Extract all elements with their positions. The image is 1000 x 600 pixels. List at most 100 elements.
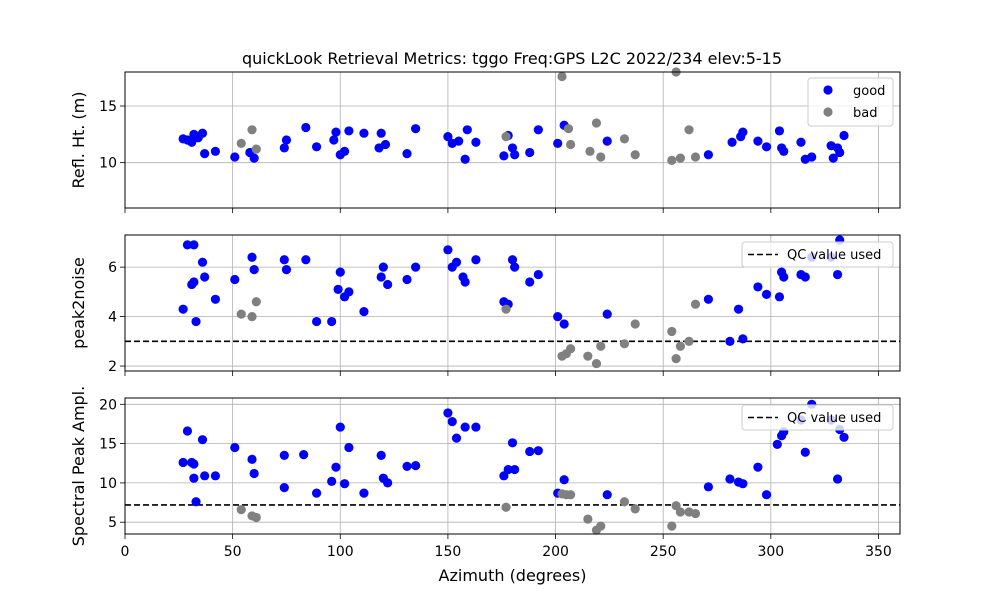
good-point bbox=[462, 125, 472, 135]
good-point bbox=[832, 269, 843, 280]
x-tick-label: 50 bbox=[224, 544, 242, 560]
good-point bbox=[210, 471, 221, 481]
bad-point bbox=[501, 132, 511, 142]
good-point bbox=[329, 135, 339, 145]
good-point bbox=[471, 137, 481, 147]
bad-point bbox=[630, 150, 640, 160]
panel-1: 10 15 Refl. Ht. (m) good bad bbox=[69, 67, 901, 213]
bad-point bbox=[667, 521, 677, 531]
good-point bbox=[402, 149, 412, 159]
good-point bbox=[800, 272, 810, 282]
good-point bbox=[279, 450, 289, 460]
good-point bbox=[376, 128, 386, 138]
bad-point bbox=[675, 153, 686, 163]
bad-point bbox=[619, 134, 630, 144]
good-point bbox=[443, 408, 453, 418]
bad-point bbox=[591, 118, 602, 128]
good-point bbox=[299, 450, 309, 460]
good-point bbox=[839, 432, 849, 442]
good-point bbox=[503, 464, 513, 475]
good-point bbox=[443, 132, 453, 142]
bad-point bbox=[675, 507, 686, 517]
bad-point bbox=[596, 152, 606, 162]
good-point bbox=[510, 262, 520, 272]
good-point bbox=[191, 497, 201, 507]
legend-qc-label: QC value used bbox=[787, 411, 881, 426]
bad-point bbox=[690, 152, 701, 162]
good-point bbox=[335, 422, 345, 432]
y-tick-label: 15 bbox=[99, 437, 117, 453]
good-point bbox=[281, 265, 292, 275]
good-point bbox=[189, 473, 199, 483]
y-tick-label: 4 bbox=[108, 310, 117, 326]
bad-point bbox=[566, 139, 576, 150]
bad-point bbox=[557, 71, 567, 82]
good-point bbox=[359, 307, 369, 317]
good-point bbox=[460, 154, 470, 164]
good-point bbox=[339, 146, 350, 156]
x-tick-label: 350 bbox=[865, 544, 892, 560]
good-point bbox=[359, 488, 369, 498]
good-point bbox=[210, 294, 221, 304]
chart-title: quickLook Retrieval Metrics: tggo Freq:G… bbox=[242, 49, 782, 68]
x-tick-label: 0 bbox=[121, 544, 130, 560]
good-point bbox=[279, 143, 289, 153]
y-tick-label: 6 bbox=[108, 260, 117, 276]
good-point bbox=[197, 435, 208, 445]
legend-bad-marker bbox=[823, 107, 833, 117]
good-point bbox=[249, 468, 259, 479]
good-point bbox=[311, 316, 322, 327]
bad-point bbox=[630, 319, 640, 329]
good-point bbox=[197, 257, 208, 267]
good-point bbox=[533, 269, 543, 280]
good-point bbox=[279, 483, 289, 493]
good-point bbox=[383, 279, 393, 290]
bad-point bbox=[667, 326, 677, 337]
good-point bbox=[761, 490, 772, 500]
good-point bbox=[200, 149, 210, 159]
good-point bbox=[800, 447, 810, 457]
x-tick-label: 200 bbox=[542, 544, 569, 560]
good-point bbox=[832, 474, 843, 484]
good-point bbox=[471, 422, 481, 432]
legend-good-marker bbox=[823, 85, 833, 95]
good-point bbox=[733, 304, 744, 314]
good-point bbox=[725, 474, 735, 484]
good-point bbox=[249, 265, 259, 275]
good-point bbox=[828, 153, 838, 163]
bad-point bbox=[690, 508, 701, 519]
bad-point bbox=[501, 502, 511, 512]
good-point bbox=[333, 284, 343, 294]
good-point bbox=[525, 147, 535, 158]
good-point bbox=[525, 277, 535, 287]
y-tick-label: 15 bbox=[99, 99, 117, 115]
good-point bbox=[553, 138, 563, 148]
y-tick-label: 5 bbox=[108, 515, 117, 531]
bad-point bbox=[684, 125, 694, 135]
bad-point bbox=[566, 344, 576, 354]
good-point bbox=[327, 316, 337, 327]
good-point bbox=[510, 464, 520, 475]
good-point bbox=[344, 126, 354, 136]
axes-frame bbox=[124, 234, 901, 372]
good-point bbox=[383, 478, 393, 488]
bad-point bbox=[675, 341, 686, 351]
good-point bbox=[753, 136, 763, 146]
bad-point bbox=[596, 521, 606, 531]
good-point bbox=[460, 277, 470, 287]
good-point bbox=[533, 446, 543, 456]
axes-frame bbox=[124, 397, 901, 535]
good-point bbox=[772, 439, 782, 449]
good-point bbox=[796, 137, 806, 147]
good-point bbox=[835, 147, 845, 158]
good-point bbox=[230, 274, 240, 285]
bad-point bbox=[630, 504, 640, 514]
good-point bbox=[327, 476, 337, 486]
y-tick-label: 10 bbox=[99, 476, 117, 492]
good-point bbox=[249, 153, 259, 163]
good-point bbox=[602, 136, 612, 146]
good-point bbox=[301, 255, 311, 265]
axes-frame bbox=[124, 71, 901, 209]
panel-2: 2 4 6 peak2noise QC value used bbox=[69, 234, 901, 376]
